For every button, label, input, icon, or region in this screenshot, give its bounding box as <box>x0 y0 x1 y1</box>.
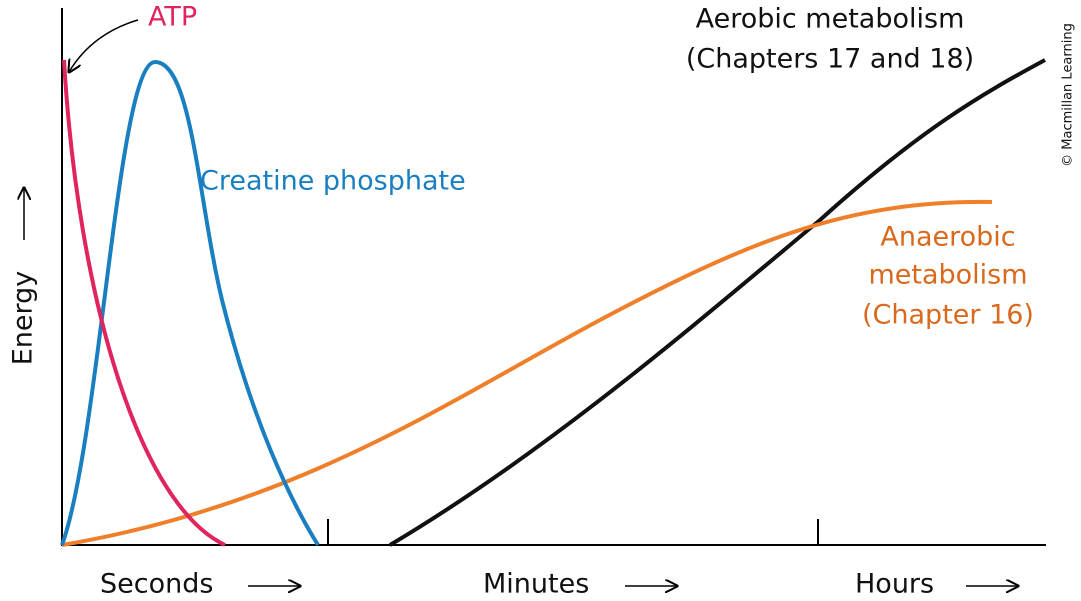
x-axis-label: Hours <box>855 569 934 600</box>
x-axis-label: Seconds <box>100 569 213 600</box>
atp-pointer <box>69 19 139 72</box>
anaerobic-label: Anaerobic <box>880 222 1015 253</box>
anaerobic-label: metabolism <box>868 260 1027 291</box>
y-axis-label: Energy <box>8 271 39 366</box>
anaerobic-label: (Chapter 16) <box>862 300 1034 331</box>
credit: © Macmillan Learning <box>1061 23 1076 167</box>
creatine-label: Creatine phosphate <box>200 166 466 197</box>
creatine-curve <box>60 59 320 547</box>
aerobic-label: Aerobic metabolism <box>696 4 965 35</box>
aerobic-curve <box>388 58 1046 547</box>
anaerobic-curve <box>61 199 993 547</box>
atp-label: ATP <box>148 2 197 33</box>
atp-curve <box>62 59 226 547</box>
x-axis-label: Minutes <box>483 569 589 600</box>
aerobic-label: (Chapters 17 and 18) <box>686 44 974 75</box>
